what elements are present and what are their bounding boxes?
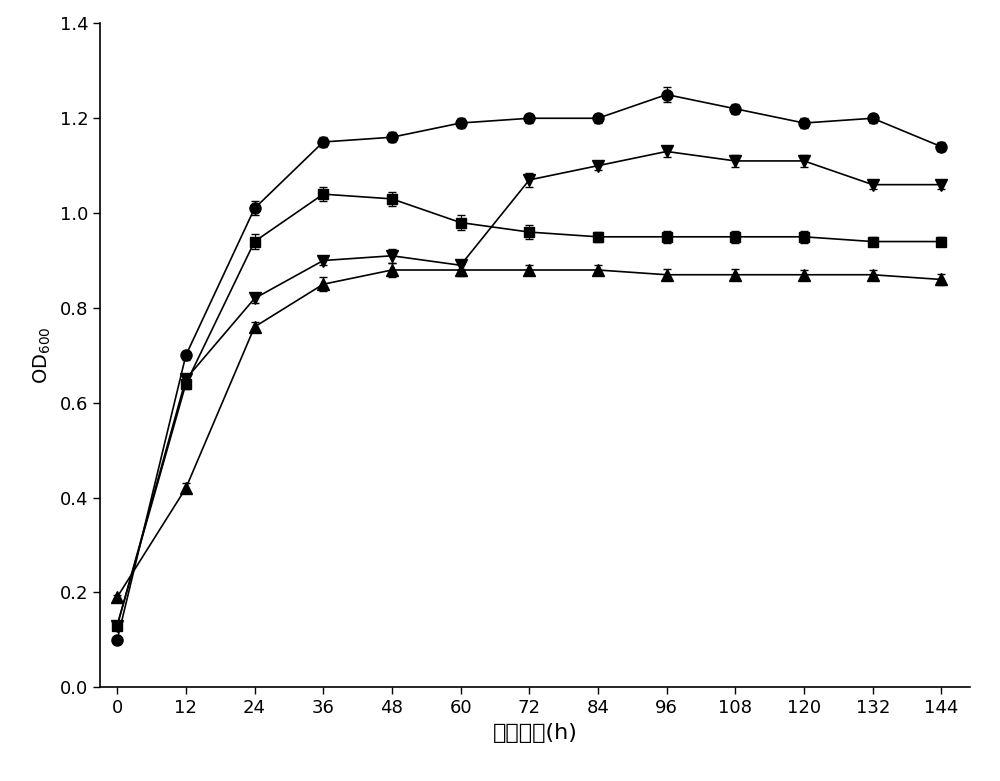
X-axis label: 发酵时间(h): 发酵时间(h) [493, 722, 577, 743]
Y-axis label: OD$_{600}$: OD$_{600}$ [31, 326, 53, 384]
